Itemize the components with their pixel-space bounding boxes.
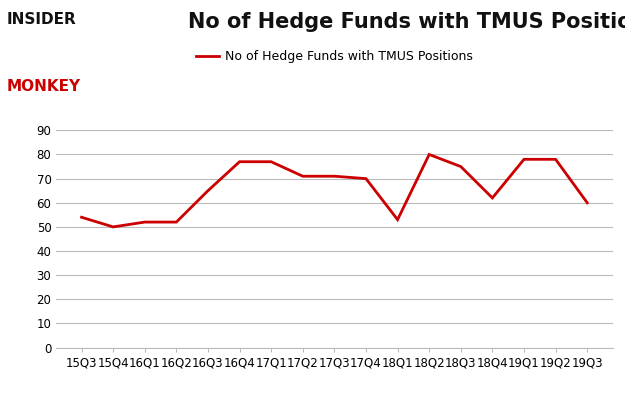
Text: MONKEY: MONKEY (6, 79, 81, 94)
Text: INSIDER: INSIDER (6, 12, 76, 27)
Text: No of Hedge Funds with TMUS Positions: No of Hedge Funds with TMUS Positions (188, 12, 625, 32)
Legend: No of Hedge Funds with TMUS Positions: No of Hedge Funds with TMUS Positions (191, 45, 478, 68)
